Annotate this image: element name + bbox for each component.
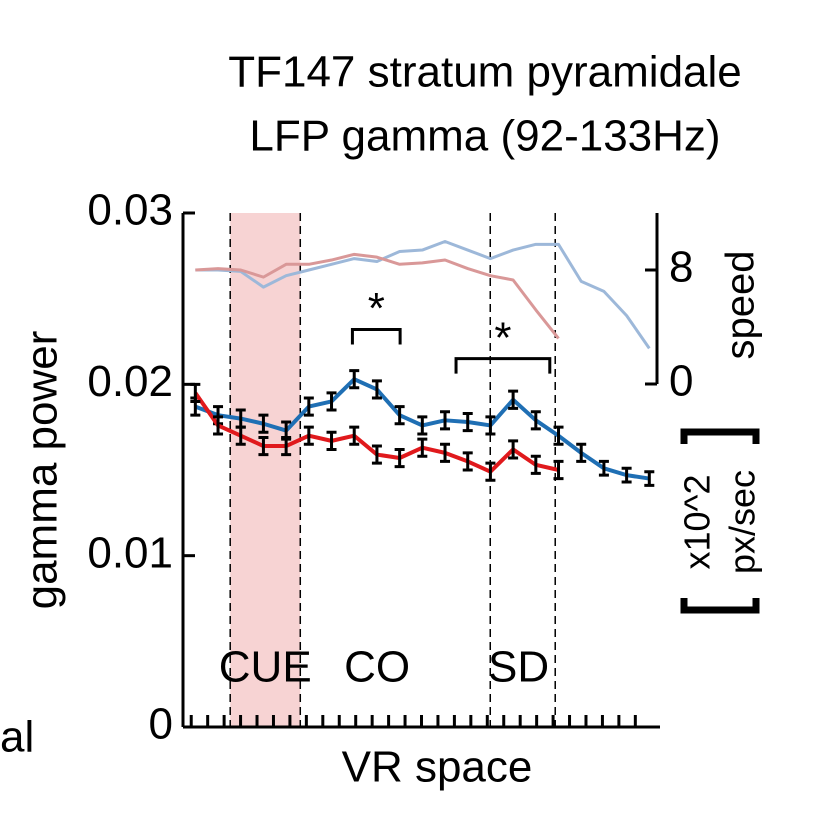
chart-title: TF147 stratum pyramidale	[228, 48, 742, 97]
error-bar	[508, 439, 519, 460]
stray-text: al	[0, 713, 34, 762]
x-axis-label: VR space	[342, 743, 533, 792]
y2-unit: px/sec	[722, 470, 763, 574]
error-bar	[394, 405, 405, 426]
y-tick-label: 0	[149, 700, 173, 749]
error-bar	[576, 442, 587, 463]
error-bar	[553, 425, 564, 446]
error-bar	[371, 444, 382, 465]
error-bar	[417, 415, 428, 436]
error-bar	[213, 415, 224, 436]
error-bar	[235, 425, 246, 446]
y-tick-label: 0.03	[87, 186, 173, 235]
error-bar	[190, 382, 201, 403]
error-bar	[485, 415, 496, 436]
error-bar	[281, 435, 292, 457]
error-bar	[530, 454, 541, 475]
error-bar	[303, 396, 314, 417]
error-bar	[258, 435, 269, 457]
error-bar	[621, 466, 632, 484]
y-tick-label: 0.01	[87, 528, 173, 577]
error-bar	[258, 413, 269, 434]
error-bar	[530, 410, 541, 431]
error-bar	[462, 451, 473, 472]
region-label: SD	[488, 643, 549, 692]
y-tick-label: 0.02	[87, 357, 173, 406]
y2-tick-label: 0	[669, 357, 693, 406]
speed-line	[195, 240, 651, 350]
error-bar	[417, 437, 428, 458]
error-bar	[326, 391, 337, 412]
significance-bracket	[350, 328, 402, 345]
error-bar	[326, 430, 337, 451]
error-bar	[349, 425, 360, 446]
error-bar	[440, 410, 451, 431]
y-axis-label: gamma power	[18, 331, 67, 610]
error-bar	[485, 461, 496, 482]
speed-line	[195, 252, 560, 340]
error-bar	[508, 389, 519, 410]
region-label: CUE	[219, 643, 312, 692]
chart-title: LFP gamma (92-133Hz)	[249, 112, 720, 161]
significance-bracket	[454, 357, 552, 374]
y2-tick-label: 8	[669, 243, 693, 292]
error-bar	[371, 379, 382, 400]
region-label: CO	[344, 643, 410, 692]
error-bar	[553, 459, 564, 481]
error-bar	[394, 447, 405, 469]
cue-region	[230, 213, 301, 727]
error-bar	[303, 425, 314, 446]
error-bar	[644, 470, 655, 487]
unit-bracket	[680, 428, 760, 614]
significance-label: *	[494, 313, 511, 362]
y2-axis-label: speed	[719, 251, 763, 360]
error-bar	[462, 411, 473, 433]
y2-unit: x10^2	[677, 475, 718, 570]
error-bar	[440, 442, 451, 463]
significance-label: *	[368, 284, 385, 333]
error-bar	[598, 459, 609, 477]
error-bar	[349, 369, 360, 390]
